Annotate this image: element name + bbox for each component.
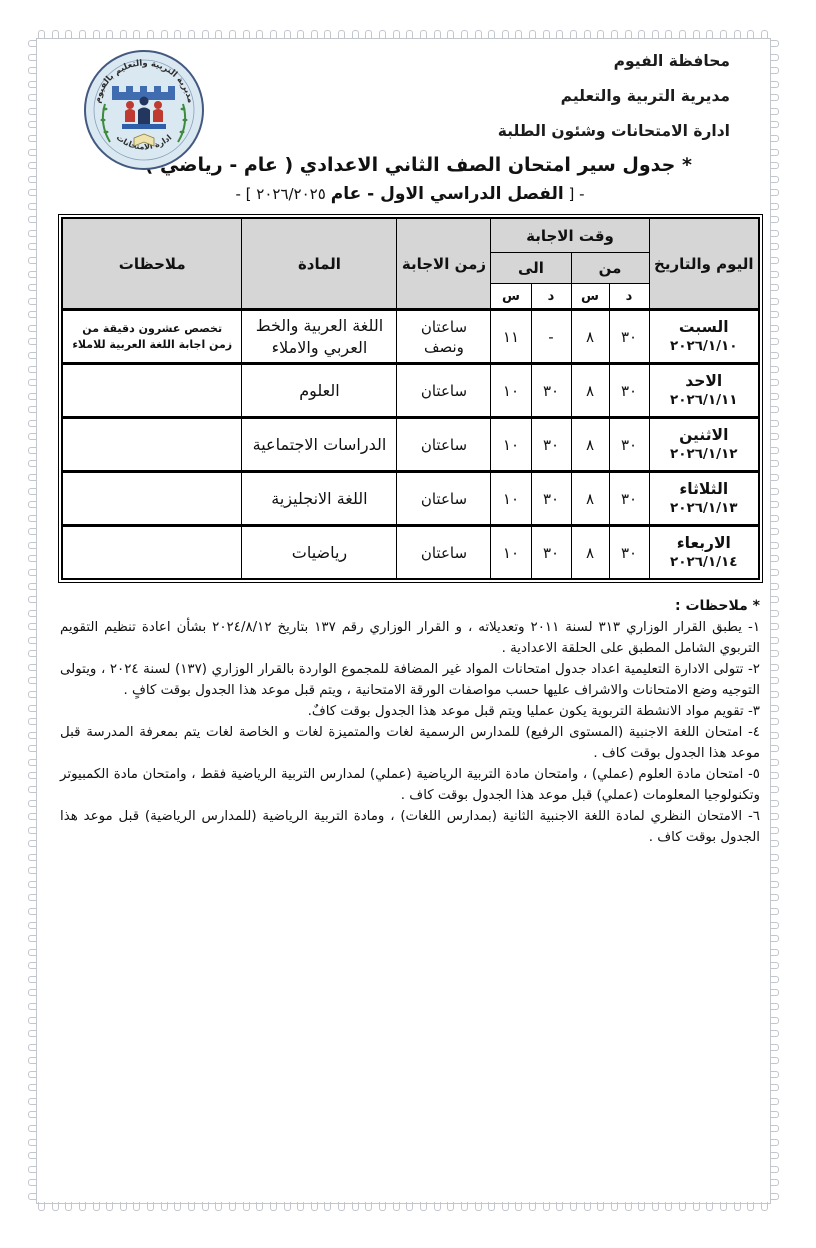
exam-date: ٢٠٢٦/١/١٣ <box>669 500 738 516</box>
note-item-1: ١- يطبق القرار الوزاري ٣١٣ لسنة ٢٠١١ وتع… <box>60 620 761 656</box>
table-row-wednesday: الاربعاء ٢٠٢٦/١/١٤ ٣٠ ٨ ٣٠ ١٠ ساعتان ريا… <box>61 524 760 580</box>
seal-icon: مديرية التربية والتعليم بالفيوم ادارة ال… <box>84 50 204 170</box>
note-item-2: ٢- تتولى الادارة التعليمية اعداد جدول ام… <box>60 662 760 698</box>
page-border-chain-right <box>770 40 779 1200</box>
col-header-day-date: اليوم والتاريخ <box>648 217 760 310</box>
col-header-answer-time: وقت الاجابة <box>490 217 650 253</box>
from-hours-cell: ٨ <box>570 416 610 472</box>
day-date-cell: الاربعاء ٢٠٢٦/١/١٤ <box>648 524 760 580</box>
to-hours-cell: ١١ <box>490 308 532 364</box>
col-header-to-hours: س <box>490 283 532 310</box>
duration-cell: ساعتان <box>396 470 492 526</box>
col-header-to: الى <box>490 252 572 284</box>
org-line-governorate: محافظة الفيوم <box>613 52 730 70</box>
col-header-to-minutes: د <box>530 283 572 310</box>
col-header-from: من <box>570 252 650 284</box>
subject-cell: رياضيات <box>241 524 398 580</box>
duration-cell: ساعتان <box>396 416 492 472</box>
from-hours-cell: ٨ <box>570 470 610 526</box>
subtitle-close-bracket: ] - <box>235 185 257 203</box>
subject-cell: اللغة الانجليزية <box>241 470 398 526</box>
seal-wall-shape <box>112 86 175 100</box>
exam-schedule-table: اليوم والتاريخ وقت الاجابة زمن الاجابة ا… <box>57 214 764 583</box>
to-hours-cell: ١٠ <box>490 470 532 526</box>
subject-cell: العلوم <box>241 362 398 418</box>
note-item-6: ٦- الامتحان النظري لمادة اللغة الاجنبية … <box>60 809 760 845</box>
semester-subtitle: - [ الفصل الدراسي الاول - عام٢٠٢٦/٢٠٢٥ ]… <box>60 179 760 209</box>
remark-cell <box>61 416 243 472</box>
remark-cell <box>61 524 243 580</box>
from-minutes-cell: ٣٠ <box>608 308 650 364</box>
notes-section: * ملاحظات : ١- يطبق القرار الوزاري ٣١٣ ل… <box>60 595 760 848</box>
table-row-monday: الاثنين ٢٠٢٦/١/١٢ ٣٠ ٨ ٣٠ ١٠ ساعتان الدر… <box>61 416 760 472</box>
from-minutes-cell: ٣٠ <box>608 362 650 418</box>
from-hours-cell: ٨ <box>570 362 610 418</box>
document-content: محافظة الفيوم مديرية التربية والتعليم اد… <box>57 44 764 848</box>
org-line-directorate: مديرية التربية والتعليم <box>560 87 730 105</box>
note-item-4: ٤- امتحان اللغة الاجنبية (المستوى الرفيع… <box>60 725 760 761</box>
directorate-seal-logo: مديرية التربية والتعليم بالفيوم ادارة ال… <box>82 48 206 176</box>
col-header-duration: زمن الاجابة <box>396 217 492 310</box>
day-name: الاحد <box>685 372 723 390</box>
subject-cell: اللغة العربية والخط العربي والاملاء <box>241 308 398 364</box>
day-date-cell: السبت ٢٠٢٦/١/١٠ <box>648 308 760 364</box>
header-row-3: د س د س <box>62 283 759 310</box>
to-minutes-cell: - <box>530 308 572 364</box>
table-row-saturday: السبت ٢٠٢٦/١/١٠ ٣٠ ٨ - ١١ ساعتان ونصف ال… <box>61 308 760 364</box>
to-hours-cell: ١٠ <box>490 362 532 418</box>
subtitle-open-bracket: - [ <box>563 185 585 203</box>
col-header-subject: المادة <box>241 217 398 310</box>
from-hours-cell: ٨ <box>570 308 610 364</box>
duration-cell: ساعتان ونصف <box>396 308 492 364</box>
col-header-remarks: ملاحظات <box>61 217 243 310</box>
to-hours-cell: ١٠ <box>490 524 532 580</box>
day-date-cell: الاحد ٢٠٢٦/١/١١ <box>648 362 760 418</box>
remark-cell: تخصص عشرون دقيقة من زمن اجابة اللغة العر… <box>61 308 243 364</box>
note-item-5: ٥- امتحان مادة العلوم (عملي) ، وامتحان م… <box>60 767 760 803</box>
duration-cell: ساعتان <box>396 362 492 418</box>
subtitle-school-year: ٢٠٢٦/٢٠٢٥ <box>256 185 326 203</box>
to-hours-cell: ١٠ <box>490 416 532 472</box>
day-date-cell: الثلاثاء ٢٠٢٦/١/١٣ <box>648 470 760 526</box>
page-border-chain-left <box>28 40 37 1200</box>
from-hours-cell: ٨ <box>570 524 610 580</box>
notes-heading: * ملاحظات : <box>674 598 760 614</box>
header-row-2: من الى <box>62 252 759 284</box>
note-item-3: ٣- تقويم مواد الانشطة التربوية يكون عملي… <box>307 704 760 719</box>
letterhead: محافظة الفيوم مديرية التربية والتعليم اد… <box>60 44 760 170</box>
header-row-1: اليوم والتاريخ وقت الاجابة زمن الاجابة ا… <box>61 217 760 310</box>
day-name: الثلاثاء <box>679 480 729 498</box>
page-border-chain-top <box>38 30 768 39</box>
remark-cell <box>61 362 243 418</box>
subtitle-semester-label: الفصل الدراسي الاول - عام <box>330 184 564 204</box>
day-name: السبت <box>678 318 729 336</box>
duration-cell: ساعتان <box>396 524 492 580</box>
exam-date: ٢٠٢٦/١/١٠ <box>669 338 738 354</box>
to-minutes-cell: ٣٠ <box>530 416 572 472</box>
exam-date: ٢٠٢٦/١/١٤ <box>669 554 738 570</box>
from-minutes-cell: ٣٠ <box>608 524 650 580</box>
org-line-department: ادارة الامتحانات وشئون الطلبة <box>497 122 730 140</box>
day-date-cell: الاثنين ٢٠٢٦/١/١٢ <box>648 416 760 472</box>
day-name: الاثنين <box>679 426 729 444</box>
page-border-chain-bottom <box>38 1202 768 1211</box>
remark-cell <box>61 470 243 526</box>
exam-schedule-title: * جدول سير امتحان الصف الثاني الاعدادي (… <box>128 154 692 176</box>
day-name: الاربعاء <box>676 534 731 552</box>
to-minutes-cell: ٣٠ <box>530 470 572 526</box>
subject-cell: الدراسات الاجتماعية <box>241 416 398 472</box>
from-minutes-cell: ٣٠ <box>608 470 650 526</box>
col-header-from-minutes: د <box>608 283 650 310</box>
to-minutes-cell: ٣٠ <box>530 362 572 418</box>
table-row-tuesday: الثلاثاء ٢٠٢٦/١/١٣ ٣٠ ٨ ٣٠ ١٠ ساعتان الل… <box>61 470 760 526</box>
exam-date: ٢٠٢٦/١/١٢ <box>669 446 738 462</box>
to-minutes-cell: ٣٠ <box>530 524 572 580</box>
from-minutes-cell: ٣٠ <box>608 416 650 472</box>
table-row-sunday: الاحد ٢٠٢٦/١/١١ ٣٠ ٨ ٣٠ ١٠ ساعتان العلوم <box>61 362 760 418</box>
col-header-from-hours: س <box>570 283 610 310</box>
exam-date: ٢٠٢٦/١/١١ <box>669 392 738 408</box>
